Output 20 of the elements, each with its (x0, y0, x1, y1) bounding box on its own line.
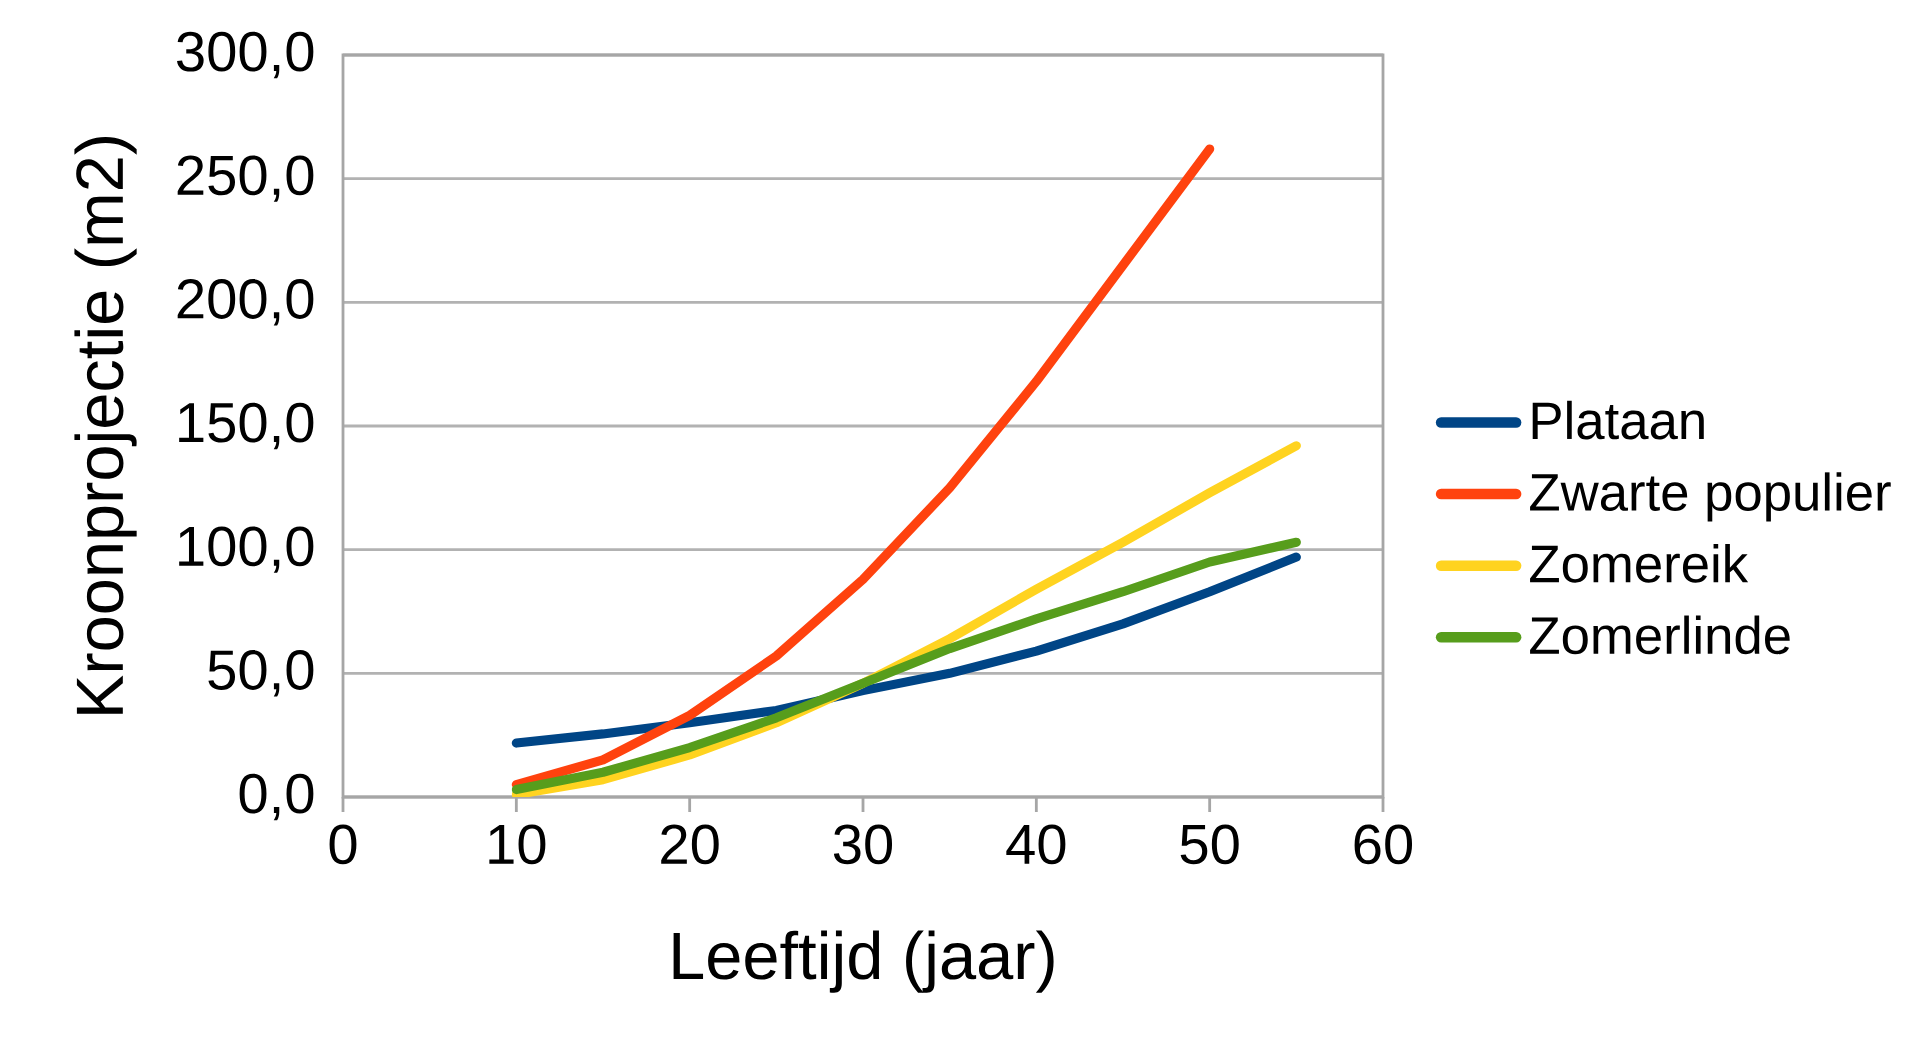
x-tick-label: 60 (1354, 824, 1413, 865)
y-tick-label: 100,0 (179, 526, 314, 573)
y-tick-label: 0,0 (239, 773, 314, 821)
y-tick-label: 250,0 (177, 155, 314, 202)
legend-label: Zwarte populier (1530, 472, 1891, 522)
legend-label: Zomereik (1530, 543, 1749, 583)
legend-label: Zomerlinde (1530, 615, 1790, 655)
x-tick-label: 10 (489, 824, 546, 865)
x-tick-label: 30 (833, 824, 893, 865)
y-tick-label: 200,0 (177, 279, 314, 326)
x-tick-label: 20 (661, 824, 719, 865)
x-axis-title: Leeftijd (jaar) (673, 930, 1054, 993)
y-tick-label: 150,0 (179, 402, 314, 450)
x-tick-label: 0 (329, 824, 357, 865)
x-tick-label: 50 (1180, 824, 1239, 865)
x-tick-label: 40 (1006, 824, 1066, 865)
y-axis-title: Kroonprojectie (m2) (74, 137, 137, 714)
y-tick-label: 300,0 (177, 31, 314, 79)
legend-label: Plataan (1532, 400, 1704, 440)
y-tick-label: 50,0 (208, 650, 314, 697)
